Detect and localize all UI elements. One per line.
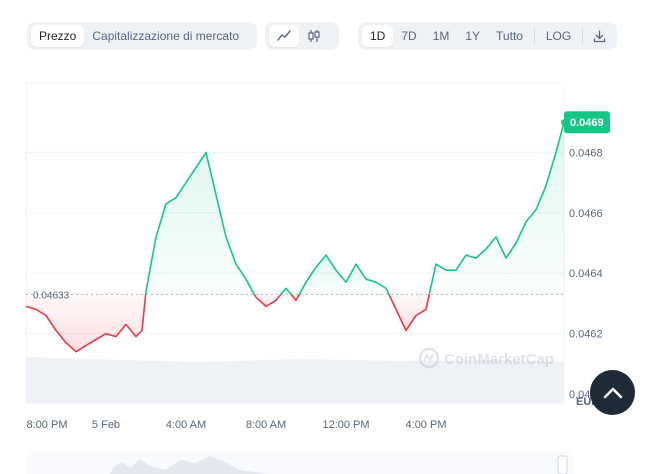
area-up: [299, 255, 389, 295]
watermark: CoinMarketCap: [418, 347, 554, 369]
chart-type-tabs: Prezzo Capitalizzazione di mercato: [27, 22, 257, 50]
navigator-preview: [110, 456, 270, 474]
log-toggle[interactable]: LOG: [545, 29, 572, 43]
line-chart-button[interactable]: [269, 25, 299, 47]
area-down: [254, 294, 281, 307]
range-tabs: 1D 7D 1M 1Y Tutto LOG: [358, 22, 617, 50]
download-button[interactable]: [586, 25, 613, 47]
divider: [533, 28, 535, 44]
tab-price[interactable]: Prezzo: [31, 25, 85, 47]
scroll-to-top-button[interactable]: [590, 370, 635, 415]
x-tick-label: 12:00 PM: [322, 419, 369, 431]
chevron-up-icon: [603, 387, 622, 398]
chart-style-tabs: [265, 22, 339, 50]
range-7d[interactable]: 7D: [401, 29, 417, 43]
current-price-tag: 0.0469: [561, 111, 610, 134]
area-down: [388, 294, 430, 331]
candlestick-button[interactable]: [299, 25, 329, 47]
watermark-text: CoinMarketCap: [444, 351, 554, 368]
range-1d[interactable]: 1D: [362, 25, 394, 47]
x-tick-label: 5 Feb: [92, 419, 120, 431]
price-area-fill: [26, 122, 564, 352]
line-down: [388, 293, 431, 332]
line-up: [298, 254, 390, 295]
reference-label: 0.04633: [33, 290, 70, 301]
x-axis: 8:00 PM 5 Feb 4:00 AM 8:00 AM 12:00 PM 4:00 P…: [27, 419, 447, 431]
y-tick-label: 0.0468: [569, 147, 603, 159]
candlestick-icon: [308, 30, 320, 42]
line-up: [428, 121, 565, 295]
line-up: [280, 287, 292, 295]
area-down: [26, 294, 146, 352]
x-tick-label: 8:00 AM: [246, 419, 286, 431]
coinmarketcap-logo-icon: [418, 347, 440, 369]
x-tick-label: 4:00 AM: [166, 419, 206, 431]
navigator-track: [26, 452, 574, 474]
volume-band: [26, 357, 564, 403]
divider: [582, 28, 584, 44]
x-tick-label: 4:00 PM: [406, 419, 447, 431]
line-up: [144, 151, 256, 295]
range-navigator[interactable]: [26, 452, 574, 474]
line-down: [253, 293, 282, 308]
y-tick-label: 0.0464: [569, 268, 603, 280]
line-chart-icon: [277, 30, 291, 41]
price-line: [25, 121, 565, 353]
coinmarketcap-logo-mark: [423, 353, 434, 362]
line-down: [25, 294, 147, 353]
range-all[interactable]: Tutto: [496, 29, 523, 43]
area-up: [145, 152, 255, 295]
line-down: [290, 293, 301, 302]
navigator-handle[interactable]: [557, 455, 568, 474]
current-price-box: [564, 111, 610, 134]
current-price-label: 0.0469: [570, 117, 604, 129]
y-tick-label: 0.0462: [569, 329, 603, 341]
x-tick-label: 8:00 PM: [27, 419, 68, 431]
tab-market-cap[interactable]: Capitalizzazione di mercato: [92, 29, 240, 43]
y-tick-label: 0.0466: [569, 208, 603, 220]
range-1y[interactable]: 1Y: [465, 29, 481, 43]
area-up: [429, 122, 564, 295]
range-1m[interactable]: 1M: [432, 29, 450, 43]
volume-area: [26, 357, 564, 403]
download-icon: [593, 29, 606, 42]
area-up: [281, 288, 291, 295]
